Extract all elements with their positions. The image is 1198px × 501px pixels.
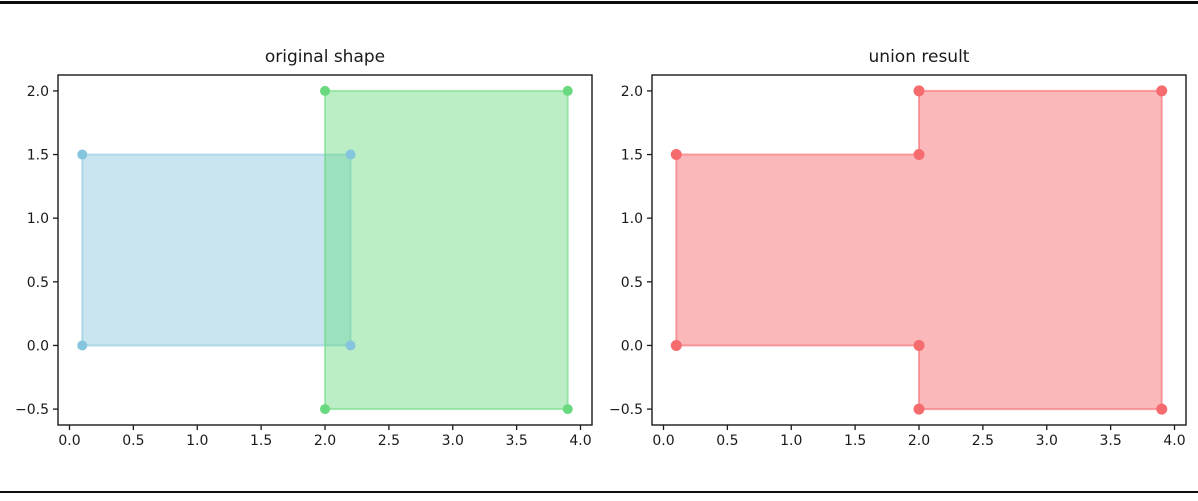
y-tick-label: 0.0 [621,338,643,354]
union-polygon-vertex-marker [913,149,925,161]
y-tick-label: 2.0 [621,84,643,100]
blue-rectangle-vertex-marker [77,149,88,160]
x-tick-label: 0.0 [652,433,674,449]
x-tick-label: 4.0 [569,433,591,449]
left-plot-title: original shape [264,47,386,67]
union-polygon-vertex-marker [1156,403,1168,415]
blue-rectangle [81,153,352,347]
x-tick-label: 1.5 [844,433,866,449]
x-tick-label: 1.5 [250,433,272,449]
y-tick-label: 2.0 [27,84,49,100]
y-tick-label: −0.5 [15,402,49,418]
x-tick-label: 3.0 [1036,433,1058,449]
y-tick-label: 1.0 [621,211,643,227]
x-tick-label: 3.5 [1099,433,1121,449]
x-tick-label: 2.0 [314,433,336,449]
x-tick-label: 2.0 [908,433,930,449]
union-polygon-vertex-marker [913,339,925,351]
top-divider-line [0,1,1198,4]
x-tick-label: 3.0 [442,433,464,449]
green-rectangle-vertex-marker [562,404,573,415]
union-polygon-vertex-marker [670,339,682,351]
union-polygon-vertex-marker [1156,85,1168,97]
y-tick-label: 1.0 [27,211,49,227]
y-tick-label: 1.5 [27,148,49,164]
y-tick-label: 0.0 [27,338,49,354]
x-tick-label: 2.5 [972,433,994,449]
blue-rectangle-vertex-marker [345,149,356,160]
x-tick-label: 2.5 [378,433,400,449]
union-polygon-vertex-marker [670,149,682,161]
x-tick-label: 0.5 [122,433,144,449]
y-tick-label: 0.5 [621,275,643,291]
green-rectangle-vertex-marker [562,85,573,96]
blue-rectangle-vertex-marker [77,340,88,351]
right-plot-title: union result [868,47,970,67]
union-polygon-vertex-marker [913,403,925,415]
x-tick-label: 0.5 [716,433,738,449]
x-tick-label: 1.0 [186,433,208,449]
y-tick-label: 1.5 [621,148,643,164]
union-polygon-vertex-marker [913,85,925,97]
y-tick-label: 0.5 [27,275,49,291]
bottom-divider-line [0,490,1198,493]
x-tick-label: 3.5 [505,433,527,449]
green-rectangle-vertex-marker [320,85,330,96]
x-tick-label: 0.0 [58,433,80,449]
green-rectangle-vertex-marker [320,404,330,415]
union-polygon [675,89,1163,411]
x-tick-label: 1.0 [780,433,802,449]
blue-rectangle-vertex-marker [345,340,356,351]
x-tick-label: 4.0 [1163,433,1185,449]
green-rectangle [324,89,569,411]
y-tick-label: −0.5 [609,402,643,418]
